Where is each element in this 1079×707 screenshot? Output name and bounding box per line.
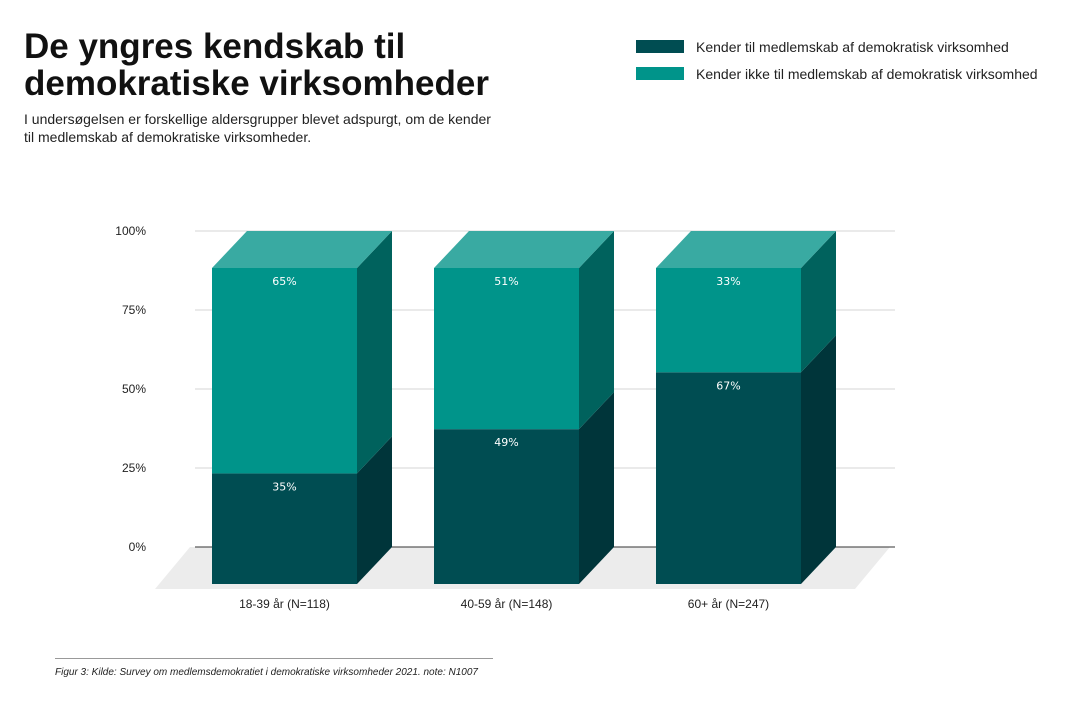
legend-swatch-kender bbox=[636, 40, 684, 53]
bar-segment-kender-0 bbox=[212, 473, 357, 584]
y-tick-label-0: 0% bbox=[129, 540, 147, 554]
legend: Kender til medlemskab af demokratisk vir… bbox=[636, 33, 1038, 87]
bar-segment-kender-2 bbox=[656, 372, 801, 584]
legend-label-kender: Kender til medlemskab af demokratisk vir… bbox=[696, 38, 1009, 55]
y-tick-label-50: 50% bbox=[122, 382, 146, 396]
bar-side-kender-2 bbox=[801, 335, 836, 584]
y-tick-label-100: 100% bbox=[115, 224, 146, 238]
data-label-kender-ikke-0: 65% bbox=[272, 275, 296, 288]
data-label-kender-2: 67% bbox=[716, 379, 740, 392]
legend-item-kender: Kender til medlemskab af demokratisk vir… bbox=[636, 33, 1038, 60]
y-tick-label-75: 75% bbox=[122, 303, 146, 317]
data-label-kender-ikke-1: 51% bbox=[494, 275, 518, 288]
data-label-kender-0: 35% bbox=[272, 480, 296, 493]
legend-swatch-kender-ikke bbox=[636, 67, 684, 80]
x-tick-label-2: 60+ år (N=247) bbox=[688, 597, 769, 611]
bar-top-2 bbox=[656, 231, 836, 268]
bar-side-kender-0 bbox=[357, 436, 392, 584]
footnote: Figur 3: Kilde: Survey om medlemsdemokra… bbox=[55, 667, 478, 678]
bar-segment-kender-ikke-0 bbox=[212, 268, 357, 474]
x-tick-label-1: 40-59 år (N=148) bbox=[461, 597, 553, 611]
bar-side-kender-ikke-0 bbox=[357, 231, 392, 474]
bar-segment-kender-1 bbox=[434, 429, 579, 584]
data-label-kender-ikke-2: 33% bbox=[716, 275, 740, 288]
bar-segment-kender-ikke-2 bbox=[656, 268, 801, 373]
y-tick-label-25: 25% bbox=[122, 461, 146, 475]
legend-label-kender-ikke: Kender ikke til medlemskab af demokratis… bbox=[696, 65, 1038, 82]
chart-title: De yngres kendskab til demokratiske virk… bbox=[24, 27, 489, 103]
chart-subtitle: I undersøgelsen er forskellige aldersgru… bbox=[24, 111, 491, 145]
bar-side-kender-ikke-1 bbox=[579, 231, 614, 430]
legend-item-kender-ikke: Kender ikke til medlemskab af demokratis… bbox=[636, 60, 1038, 87]
bar-segment-kender-ikke-1 bbox=[434, 268, 579, 430]
footnote-divider bbox=[55, 658, 493, 659]
bar-top-0 bbox=[212, 231, 392, 268]
data-label-kender-1: 49% bbox=[494, 436, 518, 449]
bar-side-kender-1 bbox=[579, 392, 614, 584]
bar-side-kender-ikke-2 bbox=[801, 231, 836, 373]
x-tick-label-0: 18-39 år (N=118) bbox=[239, 597, 330, 611]
bar-top-1 bbox=[434, 231, 614, 268]
